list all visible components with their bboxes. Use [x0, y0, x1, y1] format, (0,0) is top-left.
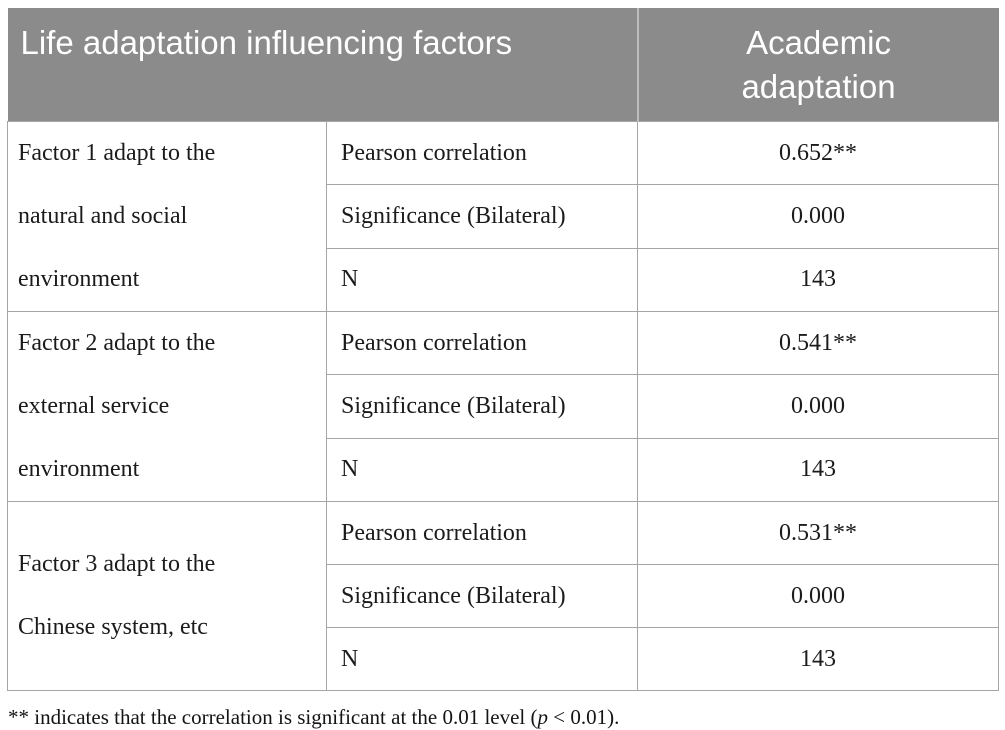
factor-1-line3: environment — [18, 266, 140, 292]
stat-value-cell: 0.000 — [637, 374, 1000, 439]
stat-value-cell: 143 — [637, 627, 1000, 691]
table-footnote: ** indicates that the correlation is sig… — [8, 705, 998, 730]
footnote-prefix: ** indicates that the correlation is sig… — [8, 705, 538, 729]
header-academic-adaptation: Academic adaptation — [636, 8, 999, 122]
factor-label-cell-1: Factor 1 adapt to the natural and social… — [7, 121, 327, 312]
table-row: Significance (Bilateral) 0.000 — [8, 564, 1000, 628]
factor-1-line1: Factor 1 adapt to the — [18, 140, 216, 166]
stat-label-cell: N — [325, 627, 639, 691]
stat-label-cell: Pearson correlation — [325, 310, 639, 376]
table-row: Significance (Bilateral) 0.000 — [8, 184, 1000, 249]
stat-value-cell: 0.652** — [637, 120, 1000, 186]
stat-label-cell: Pearson correlation — [325, 120, 639, 186]
factor-label-cell-3: Factor 3 adapt to the Chinese system, et… — [7, 501, 327, 691]
table-row: N 143 — [8, 437, 1000, 503]
footnote-suffix: < 0.01). — [548, 705, 620, 729]
header-academic-line1: Academic — [746, 24, 891, 61]
stat-value-cell: 143 — [637, 437, 1000, 503]
stat-value-cell: 143 — [637, 247, 1000, 313]
stat-value-cell: 0.541** — [637, 310, 1000, 376]
table-header-row: Life adaptation influencing factors Acad… — [7, 8, 999, 122]
factor-2-line2: external service — [18, 393, 170, 419]
stat-label-cell: Pearson correlation — [325, 501, 639, 565]
stat-value-cell: 0.000 — [637, 184, 1000, 249]
header-life-adaptation-factors: Life adaptation influencing factors — [7, 8, 638, 122]
table-row: Factor 1 adapt to the natural and social… — [7, 120, 1000, 312]
factor-1-line2: natural and social — [18, 203, 188, 229]
table-row: Factor 3 adapt to the Chinese system, et… — [7, 501, 1000, 691]
stat-value-cell: 0.531** — [637, 501, 1000, 565]
table-row: Factor 2 adapt to the external service e… — [7, 310, 1000, 502]
factor-2-line3: environment — [18, 456, 140, 482]
factor-2-line1: Factor 2 adapt to the — [18, 330, 216, 356]
factor-3-line2: Chinese system, etc — [18, 614, 208, 640]
header-academic-line2: adaptation — [741, 67, 896, 105]
stat-label-cell: N — [325, 437, 639, 503]
stat-label-cell: Significance (Bilateral) — [325, 564, 639, 628]
correlation-table: Life adaptation influencing factors Acad… — [7, 8, 1000, 691]
factor-3-line1: Factor 3 adapt to the — [18, 551, 216, 577]
stat-label-cell: Significance (Bilateral) — [325, 374, 639, 439]
table-row: Significance (Bilateral) 0.000 — [8, 374, 1000, 439]
stat-label-cell: Significance (Bilateral) — [325, 184, 639, 249]
footnote-p-italic: p — [537, 705, 549, 729]
stat-value-cell: 0.000 — [637, 564, 1000, 628]
factor-label-cell-2: Factor 2 adapt to the external service e… — [7, 311, 327, 502]
stat-label-cell: N — [325, 247, 639, 313]
table-row: N 143 — [8, 627, 1000, 691]
table-row: N 143 — [8, 247, 1000, 313]
